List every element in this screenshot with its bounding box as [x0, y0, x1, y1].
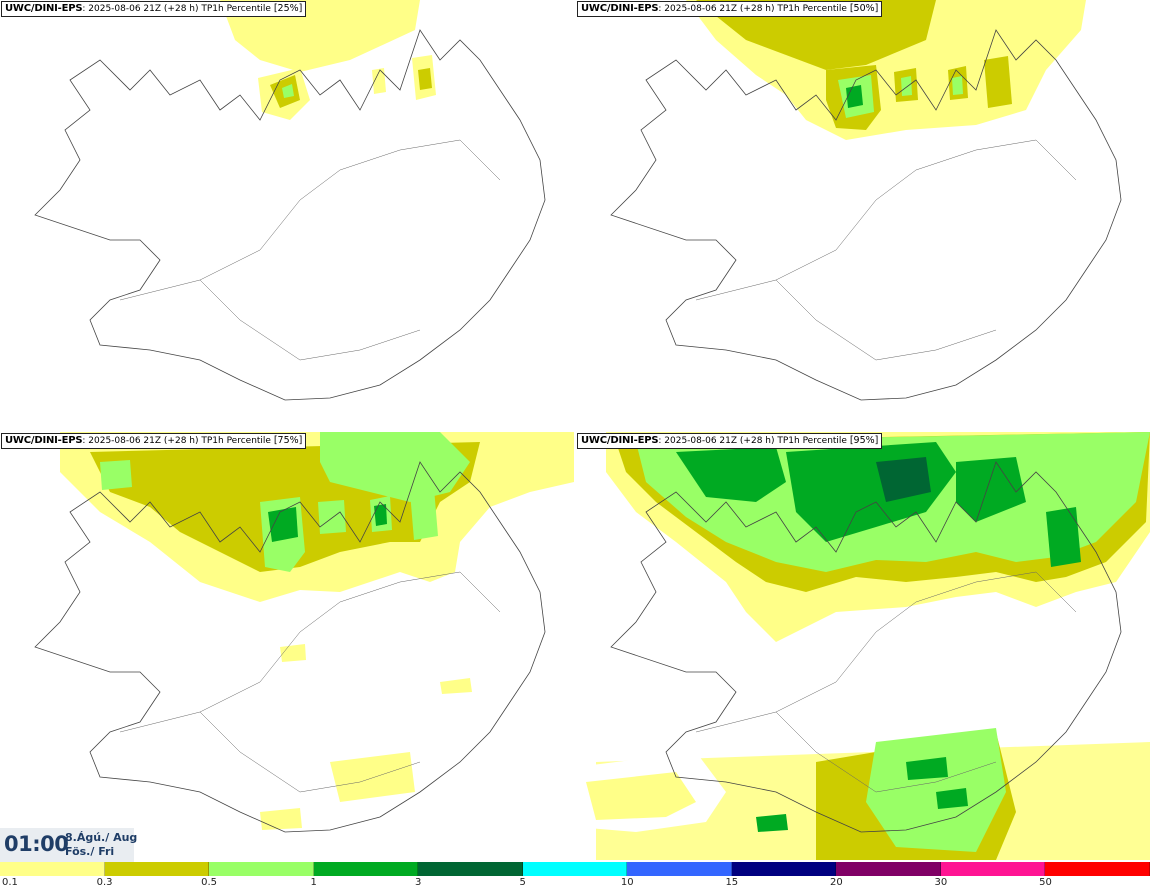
roads-p95 — [695, 571, 1077, 793]
map-panel-p25: UWC/DINI-EPS: 2025-08-06 21Z (+28 h) TP1… — [0, 0, 574, 428]
legend-swatch — [836, 862, 941, 876]
legend-swatch — [104, 862, 210, 876]
legend-swatch — [731, 862, 837, 876]
precip-shading-p25 — [220, 0, 436, 120]
valid-date-line2: Fös./ Fri — [65, 845, 115, 858]
legend-label: 10 — [620, 877, 634, 888]
legend-swatch — [1045, 862, 1150, 876]
legend-swatch — [0, 862, 105, 876]
legend-swatch — [313, 862, 419, 876]
precip-shading-p50 — [686, 0, 1086, 140]
iceland-outline-p25 — [34, 29, 546, 401]
map-panel-p95: UWC/DINI-EPS: 2025-08-06 21Z (+28 h) TP1… — [576, 432, 1150, 860]
legend-label: 3 — [414, 877, 422, 888]
color-scale-labels: 0.1 0.3 0.5 1 3 5 10 15 20 30 50 — [0, 877, 1150, 891]
map-panel-p50: UWC/DINI-EPS: 2025-08-06 21Z (+28 h) TP1… — [576, 0, 1150, 428]
panel-title: UWC/DINI-EPS: 2025-08-06 21Z (+28 h) TP1… — [1, 433, 307, 449]
legend-swatch — [940, 862, 1046, 876]
iceland-outline-p95 — [610, 461, 1122, 833]
iceland-outline-p75 — [34, 461, 546, 833]
precip-map-p50 — [576, 0, 1150, 428]
legend-label: 15 — [725, 877, 739, 888]
legend-label: 50 — [1039, 877, 1052, 888]
panel-title: UWC/DINI-EPS: 2025-08-06 21Z (+28 h) TP1… — [577, 433, 883, 449]
precip-map-p75 — [0, 432, 574, 860]
panel-title: UWC/DINI-EPS: 2025-08-06 21Z (+28 h) TP1… — [1, 1, 307, 17]
precip-map-p95 — [576, 432, 1150, 860]
legend-swatch — [522, 862, 628, 876]
precip-shading-p95 — [576, 432, 1150, 860]
map-panel-p75: UWC/DINI-EPS: 2025-08-06 21Z (+28 h) TP1… — [0, 432, 574, 860]
valid-time-clock: 01:00 — [4, 832, 69, 856]
valid-time-box: 01:00 8.Ágú./ Aug Fös./ Fri — [0, 828, 138, 862]
legend-label: 0.3 — [96, 877, 113, 888]
legend-swatch — [209, 862, 314, 876]
roads-p50 — [695, 139, 1077, 361]
panel-title: UWC/DINI-EPS: 2025-08-06 21Z (+28 h) TP1… — [577, 1, 883, 17]
valid-date-line1: 8.Ágú./ Aug — [65, 831, 138, 844]
legend-swatch — [418, 862, 523, 876]
legend-label: 5 — [519, 877, 526, 888]
color-scale-legend — [0, 862, 1150, 876]
precip-shading-p75 — [60, 432, 574, 830]
legend-label: 1 — [310, 877, 317, 888]
legend-label: 0.5 — [201, 877, 218, 888]
roads-p25 — [119, 139, 501, 361]
precip-map-p25 — [0, 0, 574, 428]
legend-swatch — [627, 862, 732, 876]
iceland-outline-p50 — [610, 29, 1122, 401]
legend-label: 30 — [934, 877, 948, 888]
roads-p75 — [119, 571, 501, 793]
legend-label: 0.1 — [2, 877, 18, 888]
legend-label: 20 — [829, 877, 843, 888]
